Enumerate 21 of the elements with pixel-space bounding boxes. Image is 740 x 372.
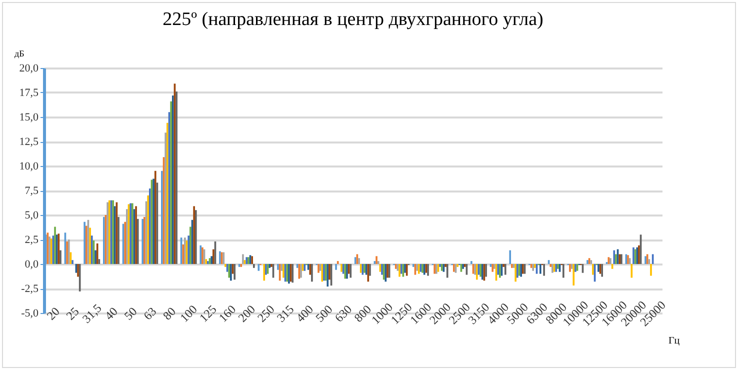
x-tick-label: 40 — [102, 304, 120, 323]
chart-title: 225º (направленная в центр двухгранного угла) — [162, 9, 544, 30]
x-tick-label: 80 — [160, 304, 178, 323]
y-tick-label: 12,5 — [19, 136, 39, 148]
y-tick-label: 0,0 — [24, 258, 39, 270]
y-tick-label: 7,5 — [24, 185, 39, 197]
y-tick-label: -2,5 — [21, 283, 39, 295]
x-tick-label: 50 — [121, 304, 140, 323]
x-tick-label: 63 — [140, 304, 160, 323]
y-tick-label: -5,0 — [21, 308, 39, 320]
y-tick-label: 10,0 — [19, 160, 39, 172]
y-tick-label: 17,5 — [19, 87, 39, 99]
x-tick-label: 31,5 — [80, 301, 104, 326]
y-tick-label: 5,0 — [24, 210, 39, 222]
x-axis-title: Гц — [668, 336, 680, 346]
y-axis-title: дБ — [14, 48, 24, 58]
x-tick-label: 25 — [63, 304, 82, 323]
x-tick-label: 20 — [44, 304, 62, 323]
y-tick-label: 15,0 — [19, 112, 39, 124]
y-tick-label: 20,0 — [19, 62, 39, 74]
y-tick-label: 2,5 — [24, 234, 39, 246]
